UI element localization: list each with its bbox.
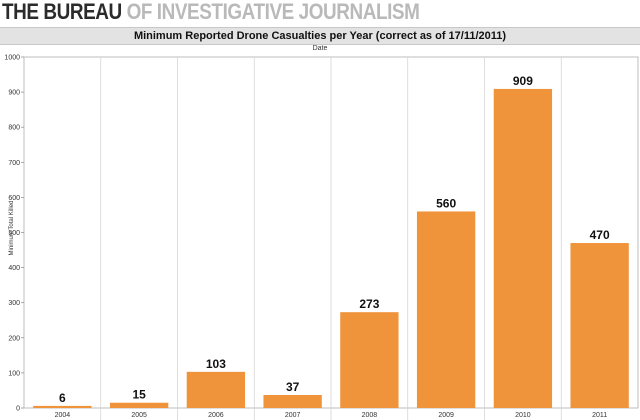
x-tick-label: 2007 xyxy=(285,412,301,419)
y-tick-label: 100 xyxy=(8,370,20,377)
bar xyxy=(109,402,169,408)
y-tick-label: 400 xyxy=(8,265,20,272)
data-label: 15 xyxy=(132,388,146,402)
y-tick-label: 1000 xyxy=(4,55,20,62)
bar xyxy=(493,88,553,408)
data-label: 6 xyxy=(59,391,66,405)
data-label: 37 xyxy=(286,380,300,394)
brand-light-text: OF INVESTIGATIVE JOURNALISM xyxy=(121,0,420,24)
x-tick-label: 2009 xyxy=(438,412,454,419)
bar xyxy=(340,312,399,408)
y-tick-label: 500 xyxy=(8,230,20,237)
y-tick-label: 0 xyxy=(16,406,20,413)
data-label: 909 xyxy=(513,74,533,88)
x-tick-label: 2004 xyxy=(55,412,71,419)
brand-logo: THE BUREAU OF INVESTIGATIVE JOURNALISM xyxy=(2,0,420,24)
y-tick-label: 600 xyxy=(8,195,20,202)
data-label: 103 xyxy=(206,357,226,371)
y-tick-label: 700 xyxy=(8,160,20,167)
data-label: 273 xyxy=(359,297,379,311)
x-tick-label: 2008 xyxy=(362,412,378,419)
bar xyxy=(263,395,322,408)
column-header-label: Date xyxy=(312,45,328,52)
y-tick-label: 300 xyxy=(8,300,20,307)
bar xyxy=(416,211,476,408)
brand-bold-text: THE BUREAU xyxy=(2,0,122,24)
y-tick-label: 200 xyxy=(8,335,20,342)
bar xyxy=(570,243,629,408)
x-tick-label: 2006 xyxy=(208,412,224,419)
bar xyxy=(186,371,246,408)
x-tick-label: 2011 xyxy=(592,412,607,419)
y-tick-label: 800 xyxy=(8,125,20,132)
bar xyxy=(33,405,92,408)
x-tick-label: 2010 xyxy=(515,412,531,419)
data-label: 470 xyxy=(590,228,610,242)
x-tick-label: 2005 xyxy=(131,412,147,419)
y-tick-label: 900 xyxy=(8,90,20,97)
chart-title: Minimum Reported Drone Casualties per Ye… xyxy=(0,27,640,45)
data-label: 560 xyxy=(436,196,456,210)
